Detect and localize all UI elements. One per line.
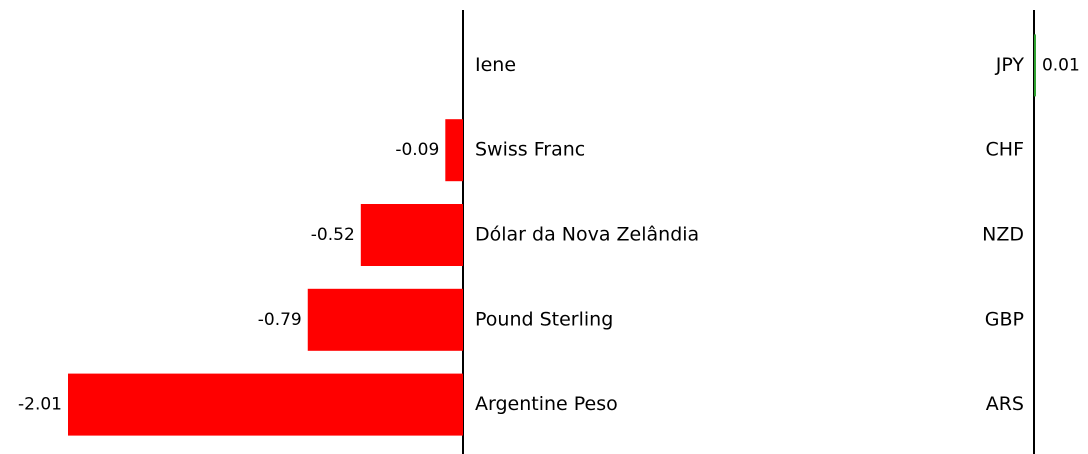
code-label: GBP (985, 308, 1024, 330)
value-label: 0.01 (1042, 55, 1080, 75)
code-label: JPY (995, 54, 1025, 76)
bar (1034, 34, 1036, 97)
bar (445, 119, 463, 182)
category-label: Pound Sterling (475, 308, 613, 330)
code-label: ARS (986, 393, 1024, 415)
value-label: -0.09 (395, 140, 439, 160)
category-label: Iene (475, 54, 516, 76)
category-label: Swiss Franc (475, 139, 585, 161)
value-label: -0.52 (311, 225, 355, 245)
category-label: Argentine Peso (475, 393, 618, 415)
bar (360, 204, 463, 266)
value-label: -2.01 (18, 395, 62, 415)
code-label: CHF (986, 139, 1024, 161)
bar (307, 288, 463, 351)
value-label: -0.79 (258, 310, 302, 330)
code-label: NZD (982, 224, 1024, 246)
category-label: Dólar da Nova Zelândia (475, 224, 699, 246)
bar (68, 373, 463, 436)
